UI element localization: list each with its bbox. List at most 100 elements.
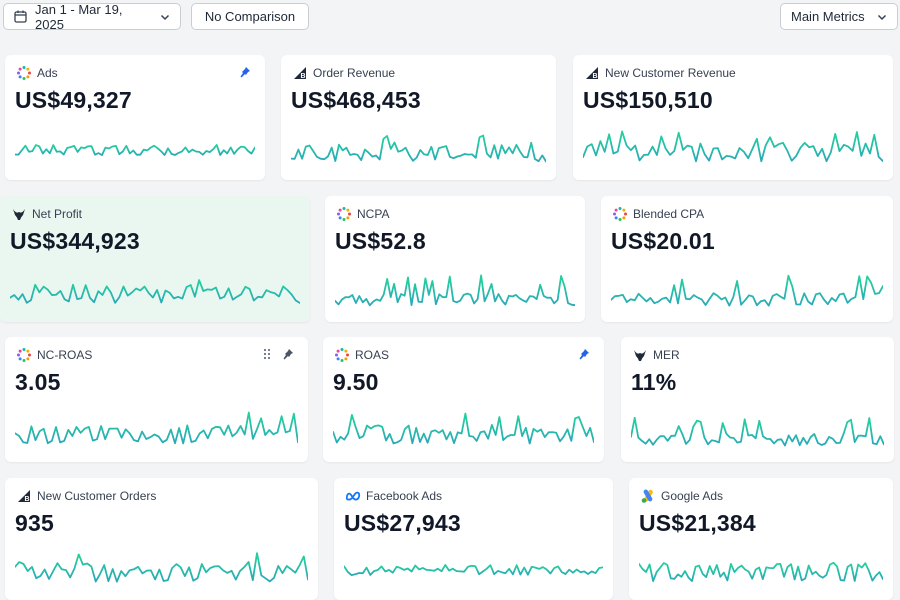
card-title: Google Ads bbox=[661, 489, 724, 503]
pin-icon[interactable] bbox=[578, 347, 590, 365]
sparkline-chart bbox=[333, 412, 594, 445]
card-actions bbox=[239, 65, 251, 83]
chevron-down-icon bbox=[877, 12, 887, 22]
card-value: 9.50 bbox=[333, 369, 379, 395]
sparkline-series bbox=[639, 561, 883, 582]
ads-dots-icon bbox=[16, 65, 32, 81]
card-title: MER bbox=[653, 348, 680, 362]
card-value: 3.05 bbox=[15, 369, 61, 395]
sparkline-series bbox=[10, 279, 300, 304]
comparison-button[interactable]: No Comparison bbox=[191, 3, 309, 30]
metrics-set-label: Main Metrics bbox=[791, 9, 865, 24]
sparkline-chart bbox=[611, 274, 883, 307]
card-title: Order Revenue bbox=[313, 66, 396, 80]
toolbar: Jan 1 - Mar 19, 2025 No Comparison Main … bbox=[0, 0, 900, 40]
metric-card[interactable]: MER 11% bbox=[621, 337, 894, 462]
metric-card[interactable]: Facebook Ads US$27,943 bbox=[334, 478, 613, 600]
sparkline-chart bbox=[631, 416, 884, 447]
card-value: US$20.01 bbox=[611, 228, 715, 254]
sparkline-series bbox=[344, 563, 603, 577]
triple-whale-icon bbox=[11, 206, 27, 222]
card-actions bbox=[262, 347, 294, 365]
sparkline-series bbox=[631, 416, 884, 447]
date-range-label: Jan 1 - Mar 19, 2025 bbox=[35, 1, 123, 32]
ads-dots-icon bbox=[334, 347, 350, 363]
bigcommerce-b-icon: B bbox=[16, 488, 32, 504]
card-header: B Order Revenue bbox=[292, 65, 395, 81]
metric-card[interactable]: Ads US$49,327 bbox=[5, 55, 265, 180]
card-value: US$150,510 bbox=[583, 87, 713, 113]
card-header: Ads bbox=[16, 65, 58, 81]
ads-dots-icon bbox=[612, 206, 628, 222]
card-value: 935 bbox=[15, 510, 54, 536]
card-header: Google Ads bbox=[640, 488, 723, 504]
card-title: Ads bbox=[37, 66, 58, 80]
sparkline-chart bbox=[15, 552, 308, 583]
pin-icon[interactable] bbox=[239, 65, 251, 83]
sparkline-series bbox=[611, 274, 883, 307]
calendar-icon bbox=[14, 10, 27, 23]
sparkline-series bbox=[333, 412, 594, 445]
card-value: US$52.8 bbox=[335, 228, 426, 254]
card-title: New Customer Orders bbox=[37, 489, 157, 503]
card-header: ROAS bbox=[334, 347, 389, 363]
metric-card[interactable]: NCPA US$52.8 bbox=[325, 196, 585, 322]
pin-icon[interactable] bbox=[282, 347, 294, 365]
svg-text:B: B bbox=[593, 73, 598, 80]
sparkline-series bbox=[291, 134, 546, 163]
metric-card[interactable]: B New Customer Revenue US$150,510 bbox=[573, 55, 893, 180]
sparkline-chart bbox=[583, 130, 883, 163]
ads-dots-icon bbox=[16, 347, 32, 363]
card-title: Blended CPA bbox=[633, 207, 705, 221]
card-header: Facebook Ads bbox=[345, 488, 442, 504]
metrics-set-dropdown[interactable]: Main Metrics bbox=[780, 3, 898, 30]
card-title: NC-ROAS bbox=[37, 348, 93, 362]
card-header: B New Customer Revenue bbox=[584, 65, 736, 81]
metric-card[interactable]: ROAS 9.50 bbox=[323, 337, 604, 462]
chevron-down-icon bbox=[160, 12, 170, 22]
sparkline-chart bbox=[15, 411, 298, 445]
card-header: B New Customer Orders bbox=[16, 488, 156, 504]
card-header: NCPA bbox=[336, 206, 389, 222]
sparkline-series bbox=[15, 411, 298, 445]
metric-card[interactable]: Google Ads US$21,384 bbox=[629, 478, 893, 600]
drag-handle-icon[interactable] bbox=[262, 347, 272, 365]
sparkline-chart bbox=[15, 143, 255, 157]
card-value: US$344,923 bbox=[10, 228, 140, 254]
card-value: US$21,384 bbox=[639, 510, 756, 536]
google-ads-icon bbox=[640, 488, 656, 504]
sparkline-series bbox=[15, 143, 255, 157]
sparkline-chart bbox=[344, 563, 603, 577]
sparkline-chart bbox=[335, 274, 575, 307]
card-header: Net Profit bbox=[11, 206, 82, 222]
card-actions bbox=[578, 347, 590, 365]
bigcommerce-b-icon: B bbox=[584, 65, 600, 81]
card-title: Facebook Ads bbox=[366, 489, 443, 503]
sparkline-series bbox=[15, 552, 308, 583]
card-header: Blended CPA bbox=[612, 206, 704, 222]
metric-card[interactable]: B New Customer Orders 935 bbox=[5, 478, 318, 600]
date-range-button[interactable]: Jan 1 - Mar 19, 2025 bbox=[3, 1, 181, 32]
card-title: New Customer Revenue bbox=[605, 66, 736, 80]
meta-icon bbox=[345, 488, 361, 504]
metric-card[interactable]: Blended CPA US$20.01 bbox=[601, 196, 893, 322]
card-title: NCPA bbox=[357, 207, 390, 221]
card-value: US$468,453 bbox=[291, 87, 421, 113]
ads-dots-icon bbox=[336, 206, 352, 222]
comparison-label: No Comparison bbox=[204, 9, 296, 24]
metric-card[interactable]: NC-ROAS 3.05 bbox=[5, 337, 308, 462]
card-value: US$49,327 bbox=[15, 87, 132, 113]
card-header: MER bbox=[632, 347, 680, 363]
metric-card[interactable]: B Order Revenue US$468,453 bbox=[281, 55, 556, 180]
bigcommerce-b-icon: B bbox=[292, 65, 308, 81]
card-header: NC-ROAS bbox=[16, 347, 92, 363]
sparkline-chart bbox=[291, 134, 546, 163]
card-title: Net Profit bbox=[32, 207, 83, 221]
card-value: US$27,943 bbox=[344, 510, 461, 536]
sparkline-chart bbox=[10, 279, 300, 304]
triple-whale-icon bbox=[632, 347, 648, 363]
sparkline-chart bbox=[639, 561, 883, 582]
card-value: 11% bbox=[631, 369, 677, 395]
sparkline-series bbox=[583, 130, 883, 163]
metric-card[interactable]: Net Profit US$344,923 bbox=[0, 196, 310, 322]
